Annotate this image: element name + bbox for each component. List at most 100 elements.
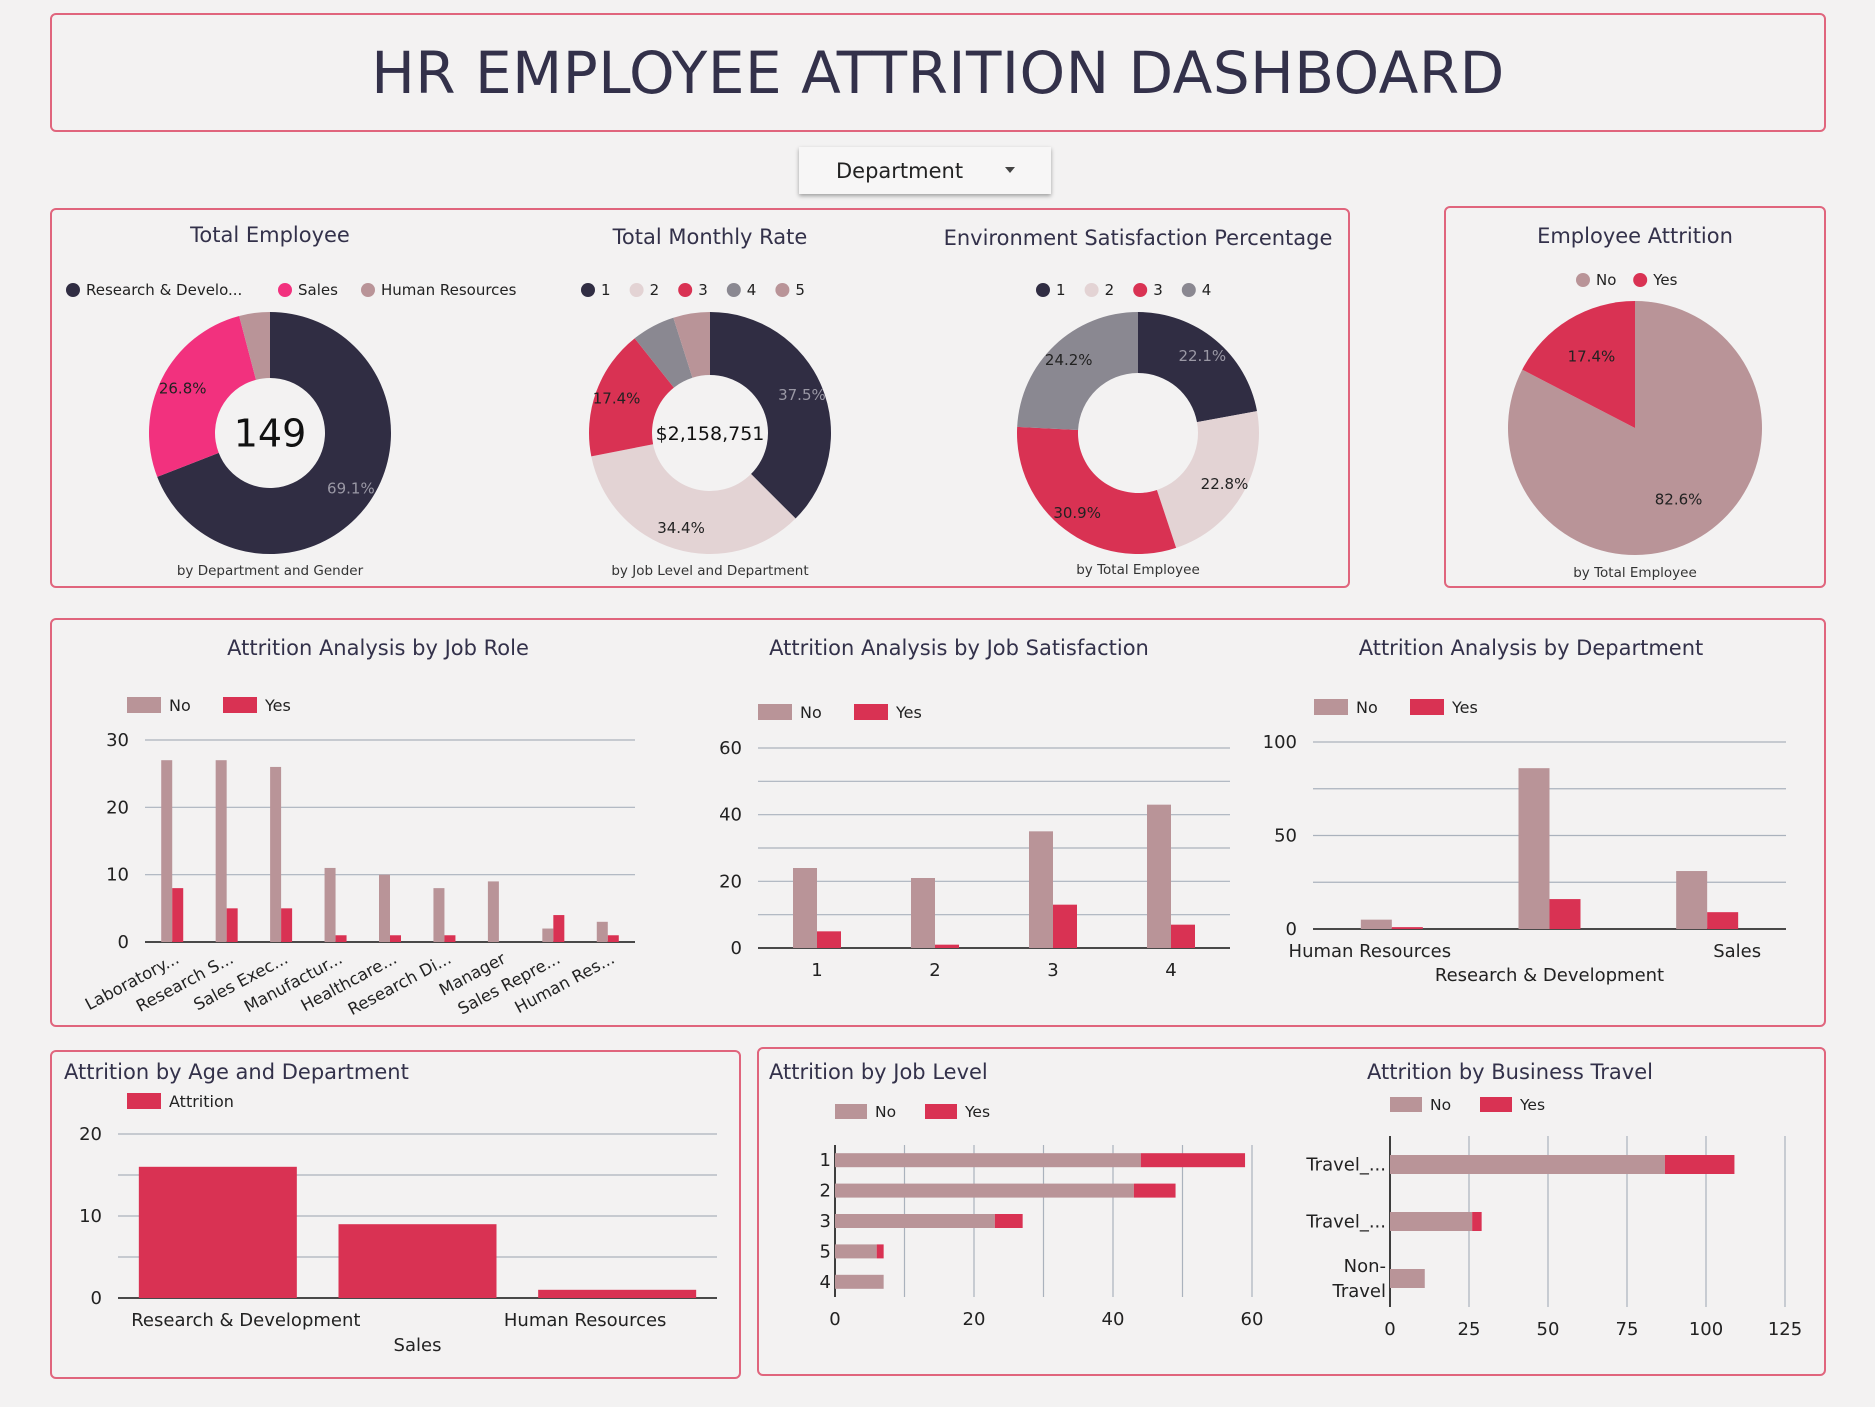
legend-marker-no (835, 1104, 867, 1119)
bar-no-manager (487, 881, 499, 942)
x-tick-label: 2 (929, 960, 940, 981)
bar-yes-research-development (1549, 899, 1581, 929)
level-travel-panel (757, 1047, 1826, 1376)
pie-slice-4 (634, 317, 693, 388)
y-tick-label: Non- (1344, 1256, 1386, 1277)
bar-no-non-travel (1390, 1269, 1425, 1288)
slice-label-2: 34.4% (657, 519, 705, 537)
x-tick-label: 100 (1689, 1319, 1723, 1340)
pie-slice-research-develo (157, 312, 391, 554)
bar-no-research-s (215, 760, 227, 942)
bar-yes-sales-exec (281, 908, 293, 942)
legend-marker-yes (1410, 699, 1444, 715)
chart-title: Attrition by Business Travel (1367, 1060, 1653, 1084)
legend-label-4: 4 (1202, 281, 1212, 299)
legend-label-no: No (169, 696, 191, 715)
legend-marker-no (758, 704, 792, 720)
bar-yes-human-res (607, 935, 619, 942)
legend-label-no: No (1596, 271, 1616, 289)
x-tick-label: Human Resources (504, 1310, 667, 1331)
bar-attrition-sales (338, 1224, 497, 1298)
x-tick-label: 3 (1047, 960, 1058, 981)
legend-label-5: 5 (795, 281, 805, 299)
legend-marker-4 (1181, 283, 1196, 297)
x-tick-label: 20 (963, 1309, 986, 1330)
pie-slice-3 (1017, 426, 1177, 554)
slice-label-2: 22.8% (1201, 475, 1249, 493)
bar-yes-3 (994, 1214, 1023, 1228)
chart-title: Attrition Analysis by Department (1359, 636, 1704, 660)
slice-label-no: 82.6% (1655, 491, 1703, 509)
legend-marker-no (1576, 273, 1590, 287)
title-panel: HR EMPLOYEE ATTRITION DASHBOARD (50, 13, 1826, 132)
legend-label-no: No (875, 1103, 896, 1121)
center-value: $2,158,751 (656, 423, 765, 445)
bar-no-sales-exec (270, 766, 282, 942)
bar-no-sales (1676, 871, 1708, 929)
bar-yes-travel (1472, 1212, 1482, 1231)
y-tick-label: 0 (91, 1288, 102, 1309)
bar-yes-sales (1707, 912, 1739, 929)
y-tick-label: 0 (118, 932, 129, 953)
x-tick-label: 1 (811, 960, 822, 981)
slice-label-4: 24.2% (1045, 351, 1093, 369)
bar-yes-sales-repre (553, 915, 565, 942)
chart-title: Employee Attrition (1537, 224, 1733, 248)
chart-subtitle: by Department and Gender (177, 563, 364, 579)
bar-no-research-di (433, 888, 445, 942)
legend-label-attrition: Attrition (169, 1092, 234, 1111)
attrition-job-level-chart: Attrition by Job Level No Yes 0 20 40 60 1 2 3 5 4 (769, 1060, 1264, 1330)
legend-marker-2 (1084, 283, 1099, 297)
chart-title: Total Employee (189, 223, 350, 247)
pie-slice-3 (589, 338, 674, 457)
bar-no-human-res (596, 921, 608, 942)
legend-label-no: No (1430, 1096, 1451, 1114)
x-tick-label: 125 (1768, 1319, 1802, 1340)
bar-no-manufactur (324, 867, 336, 942)
slice-label-1: 22.1% (1178, 347, 1226, 365)
pie-slice-human-resources (239, 312, 270, 380)
bar-no-laboratory (161, 760, 173, 942)
bar-yes-manufactur (335, 935, 347, 942)
department-filter-dropdown[interactable]: Department (799, 147, 1051, 194)
bar-no-4 (1147, 804, 1171, 948)
x-tick-label: 25 (1458, 1319, 1481, 1340)
pie-slice-sales (149, 315, 256, 477)
legend-marker-1 (1036, 283, 1050, 297)
legend-label-no: No (1356, 698, 1378, 717)
chart-title: Attrition Analysis by Job Satisfaction (769, 636, 1149, 660)
legend-label-yes: Yes (964, 1103, 990, 1121)
total-employee-chart: Total Employee Research & Develo... Sales H… (66, 223, 517, 579)
bar-yes-healthcare (390, 935, 401, 942)
dashboard-title: HR EMPLOYEE ATTRITION DASHBOARD (371, 38, 1505, 107)
x-tick-label: 40 (1102, 1309, 1125, 1330)
y-tick-label: 10 (79, 1206, 102, 1227)
bar-no-3 (1029, 831, 1053, 948)
legend-marker-research-develo (66, 283, 80, 297)
x-tick-label: 60 (1241, 1309, 1264, 1330)
x-tick-label: Research & Development (1435, 965, 1664, 986)
bar-no-1 (793, 868, 817, 948)
pie-slice-2 (1156, 411, 1259, 548)
legend-label-yes: Yes (1451, 698, 1478, 717)
legend-marker-human-resources (361, 283, 375, 297)
department-filter-label: Department (836, 158, 964, 183)
legend-label-1: 1 (601, 281, 611, 299)
y-tick-label: 2 (820, 1181, 831, 1202)
y-tick-label: 0 (1286, 919, 1297, 940)
pie-slice-yes (1522, 301, 1635, 428)
legend-marker-yes (1480, 1097, 1512, 1112)
chart-subtitle: by Total Employee (1076, 562, 1200, 578)
y-tick-label: 1 (820, 1150, 831, 1171)
total-monthly-rate-chart: Total Monthly Rate 1 2 3 4 5 37.5% 34.4% 17.4% $2… (581, 225, 831, 579)
bar-attrition-human-resources (538, 1289, 697, 1298)
pie-slice-1 (710, 312, 831, 519)
y-tick-label: 10 (106, 865, 129, 886)
slice-label-1: 37.5% (778, 386, 826, 404)
legend-marker-2 (629, 283, 644, 297)
legend-marker-yes (925, 1104, 957, 1119)
legend-marker-3 (1133, 283, 1148, 297)
attrition-job-role-chart: Attrition Analysis by Job Role No Yes 0 10 20… (82, 636, 635, 1019)
legend-marker-attrition (127, 1093, 161, 1109)
pie-slice-2 (591, 444, 796, 554)
